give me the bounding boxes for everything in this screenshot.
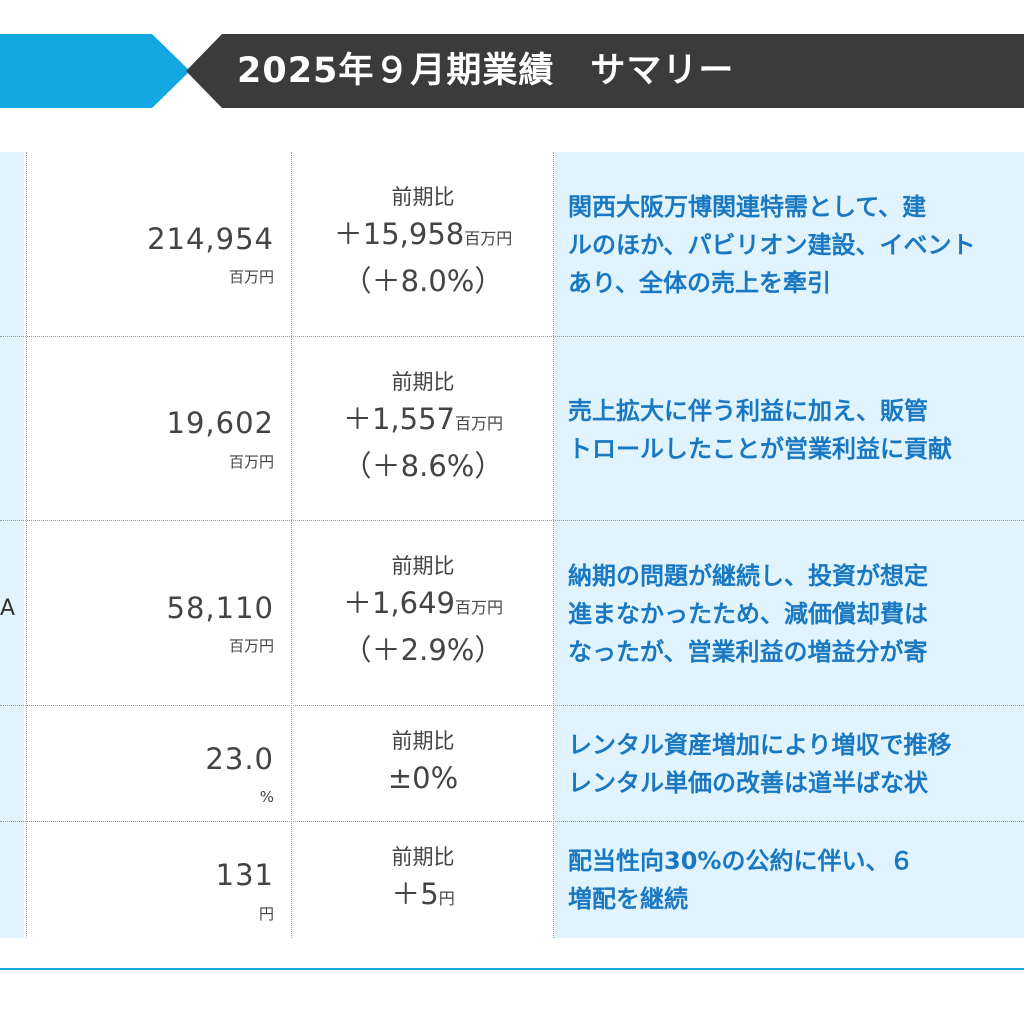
slide-title: 2025年９月期業績 サマリー <box>237 51 735 91</box>
row-label-fragment: A <box>0 596 16 621</box>
change-value: ±0% <box>387 761 459 795</box>
row-comment: 売上拡大に伴う利益に加え、販管 トロールしたことが営業利益に貢献 <box>568 392 1024 468</box>
metric-unit: 百万円 <box>228 268 274 286</box>
header-accent-arrow <box>0 34 190 108</box>
footer-divider <box>0 968 1024 970</box>
change-unit: 百万円 <box>464 229 513 248</box>
comment-line: 増配を継続 <box>568 885 688 913</box>
comparison-label: 前期比 <box>391 554 455 578</box>
metric-unit: 百万円 <box>228 637 274 655</box>
comparison-cell: 前期比 ±0% <box>292 724 554 803</box>
comparison-percent: （＋2.9%） <box>342 633 504 667</box>
change-value: ＋1,557 <box>342 402 455 436</box>
row-comment: 配当性向30%の公約に伴い、６ 増配を継続 <box>568 842 1024 918</box>
change-unit: 百万円 <box>455 598 504 617</box>
table-row <box>0 521 1024 706</box>
column-divider <box>553 152 554 938</box>
comparison-cell: 前期比 ＋15,958百万円 （＋8.0%） <box>292 180 554 303</box>
comparison-label: 前期比 <box>391 370 455 394</box>
comment-line: トロールしたことが営業利益に貢献 <box>568 435 952 463</box>
change-value: ＋5 <box>391 877 439 911</box>
metric-unit: 円 <box>258 905 274 923</box>
row-comment: 納期の問題が継続し、投資が想定 進まなかったため、減価償却費は なったが、営業利… <box>568 557 1024 671</box>
comparison-change: ＋15,958百万円 <box>292 214 554 259</box>
metric-value: 58,110 <box>166 591 274 625</box>
comparison-change: ＋1,649百万円 <box>292 583 554 628</box>
comparison-label: 前期比 <box>391 185 455 209</box>
comment-line: レンタル資産増加により増収で推移 <box>568 731 952 759</box>
table-row <box>0 706 1024 822</box>
comment-line: 配当性向30%の公約に伴い、６ <box>568 847 914 875</box>
metric-unit: 百万円 <box>228 453 274 471</box>
change-value: ＋15,958 <box>333 217 465 251</box>
change-unit: 円 <box>438 889 455 908</box>
comment-line: なったが、営業利益の増益分が寄 <box>568 638 928 666</box>
comment-line: 進まなかったため、減価償却費は <box>568 600 928 628</box>
label-column-strip <box>0 152 24 938</box>
comment-line: あり、全体の売上を牽引 <box>568 269 832 297</box>
column-divider <box>26 152 27 938</box>
comparison-percent: （＋8.6%） <box>342 449 504 483</box>
comment-line: ルのほか、パビリオン建設、イベント <box>568 231 976 259</box>
comparison-label: 前期比 <box>391 845 455 869</box>
comparison-change: ＋5円 <box>292 874 554 919</box>
comparison-percent: （＋8.0%） <box>342 264 504 298</box>
row-comment: レンタル資産増加により増収で推移 レンタル単価の改善は道半ばな状 <box>568 726 1024 802</box>
header-title-bar <box>186 34 1024 108</box>
comment-line: 売上拡大に伴う利益に加え、販管 <box>568 397 928 425</box>
comparison-change: ±0% <box>292 758 554 803</box>
comparison-cell: 前期比 ＋5円 <box>292 840 554 919</box>
table-row <box>0 152 1024 337</box>
metric-value: 131 <box>215 858 274 892</box>
table-row <box>0 337 1024 521</box>
comment-column-background <box>554 152 1024 938</box>
row-comment: 関西大阪万博関連特需として、建 ルのほか、パビリオン建設、イベント あり、全体の… <box>568 188 1024 302</box>
comparison-cell: 前期比 ＋1,557百万円 （＋8.6%） <box>292 365 554 488</box>
change-value: ＋1,649 <box>342 586 455 620</box>
comment-line: レンタル単価の改善は道半ばな状 <box>568 769 928 797</box>
comparison-cell: 前期比 ＋1,649百万円 （＋2.9%） <box>292 549 554 672</box>
comment-line: 納期の問題が継続し、投資が想定 <box>568 562 928 590</box>
change-unit: 百万円 <box>455 414 504 433</box>
column-divider <box>291 152 292 938</box>
metric-value: 214,954 <box>147 222 274 256</box>
metric-value: 23.0 <box>205 742 274 776</box>
metric-unit: % <box>259 788 274 806</box>
comparison-label: 前期比 <box>391 729 455 753</box>
comment-line: 関西大阪万博関連特需として、建 <box>568 193 927 221</box>
comparison-change: ＋1,557百万円 <box>292 399 554 444</box>
metric-value: 19,602 <box>166 406 274 440</box>
slide-header: 2025年９月期業績 サマリー <box>0 0 1024 120</box>
